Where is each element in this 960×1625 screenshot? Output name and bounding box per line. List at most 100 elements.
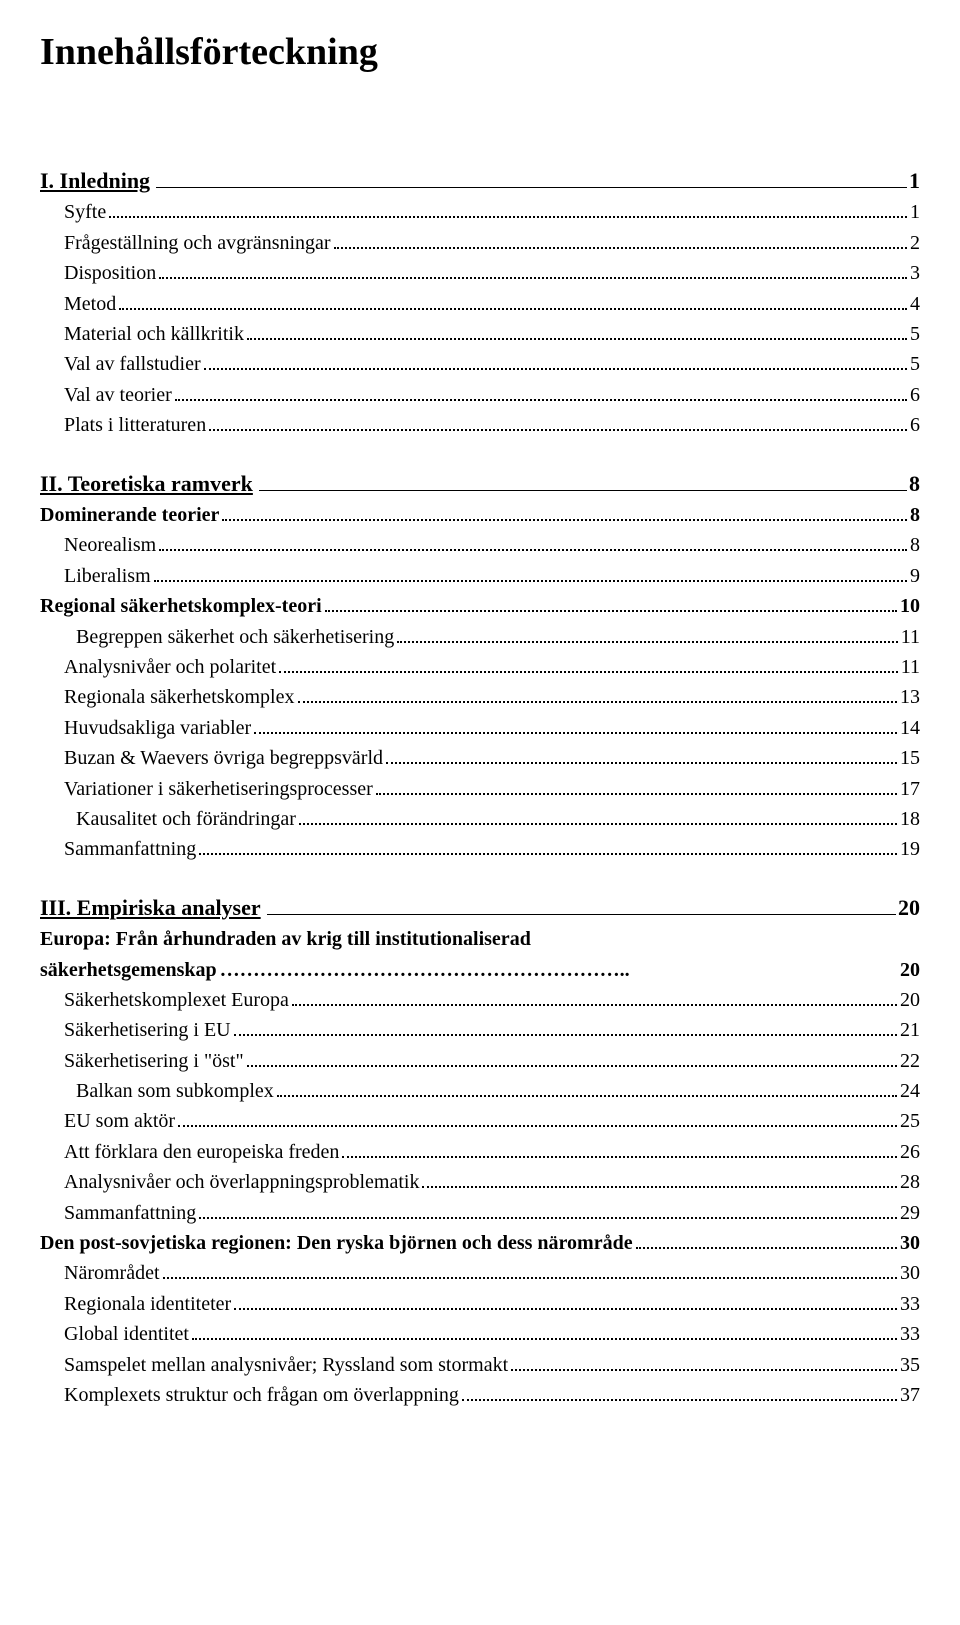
toc-entry: Frågeställning och avgränsningar2 [40,228,920,258]
toc-entry-label: Regionala säkerhetskomplex [64,682,295,712]
toc-entry-page: 18 [900,804,920,834]
toc-entry-page: 29 [900,1198,920,1228]
heading-underline [267,896,896,915]
section-heading: II. Teoretiska ramverk8 [40,467,920,500]
toc-dots [159,533,907,551]
toc-entry-page: 5 [910,349,920,379]
toc-dots [222,503,907,521]
toc-entry-label: Regional säkerhetskomplex-teori [40,591,322,621]
toc-entry-page: 19 [900,834,920,864]
toc-entry-label: Buzan & Waevers övriga begreppsvärld [64,743,383,773]
toc-entry-page: 20 [900,955,920,985]
toc-entry: Material och källkritik5 [40,319,920,349]
toc-dots [292,988,897,1006]
toc-entry: Sammanfattning19 [40,834,920,864]
toc-entry-label: Metod [64,289,116,319]
toc-entry-label: Val av teorier [64,380,172,410]
toc-dots [298,685,898,703]
toc-entry-label: Regionala identiteter [64,1289,231,1319]
toc-entry-page: 8 [910,530,920,560]
table-of-contents: I. Inledning 1Syfte 1 Frågeställning och av… [40,164,920,1410]
toc-entry-page: 26 [900,1137,920,1167]
section-heading: I. Inledning 1 [40,164,920,197]
toc-entry-page: 25 [900,1106,920,1136]
toc-entry-label: Sammanfattning [64,1198,196,1228]
toc-entry-label: Syfte [64,197,106,227]
section-heading-label: I. Inledning [40,164,150,197]
toc-entry-page: 11 [901,652,920,682]
toc-dots [209,413,907,431]
toc-entry: Den post-sovjetiska regionen: Den ryska … [40,1228,920,1258]
toc-entry-page: 11 [901,622,920,652]
toc-entry-page: 30 [900,1258,920,1288]
toc-entry-label: EU som aktör [64,1106,175,1136]
toc-entry: Val av fallstudier 5 [40,349,920,379]
toc-entry-page: 28 [900,1167,920,1197]
toc-entry: Analysnivåer och överlappningsproblemati… [40,1167,920,1197]
toc-entry-label: Plats i litteraturen [64,410,206,440]
toc-dots [192,1322,897,1340]
toc-entry-page: 20 [900,985,920,1015]
toc-entry-label: Dominerande teorier [40,500,219,530]
toc-dots [325,594,897,612]
toc-entry: Huvudsakliga variabler14 [40,713,920,743]
toc-dots [175,383,907,401]
toc-entry-label: Balkan som subkomplex [76,1076,274,1106]
heading-underline [259,472,907,491]
toc-dots-literal: …………………………………………………….. [220,955,897,985]
toc-entry-label: Säkerhetskomplexet Europa [64,985,289,1015]
toc-entry: Liberalism 9 [40,561,920,591]
toc-entry-page: 4 [910,289,920,319]
page-title: Innehållsförteckning [40,30,920,74]
toc-dots [119,292,907,310]
toc-entry: EU som aktör 25 [40,1106,920,1136]
toc-entry: Dominerande teorier 8 [40,500,920,530]
toc-entry-label: Närområdet [64,1258,160,1288]
toc-dots [279,655,898,673]
toc-dots [247,1049,897,1067]
toc-entry: Balkan som subkomplex24 [40,1076,920,1106]
toc-entry-page: 8 [910,500,920,530]
toc-dots [254,716,897,734]
toc-dots [422,1170,897,1188]
toc-dots [386,746,897,764]
toc-entry-label: Samspelet mellan analysnivåer; Ryssland … [64,1350,508,1380]
toc-entry-label: säkerhetsgemenskap [40,955,217,985]
toc-dots [163,1261,897,1279]
toc-entry-page: 14 [900,713,920,743]
toc-dots [234,1292,897,1310]
section-heading: III. Empiriska analyser20 [40,891,920,924]
toc-entry-page: 33 [900,1319,920,1349]
toc-entry-page: 9 [910,561,920,591]
toc-entry-page: 35 [900,1350,920,1380]
section-heading-label: III. Empiriska analyser [40,891,261,924]
toc-entry-label: Att förklara den europeiska freden [64,1137,339,1167]
toc-entry-label: Val av fallstudier [64,349,201,379]
toc-entry: säkerhetsgemenskap……………………………………………………..… [40,955,920,985]
toc-entry-page: 22 [900,1046,920,1076]
toc-entry-label: Kausalitet och förändringar [76,804,296,834]
toc-entry: Buzan & Waevers övriga begreppsvärld15 [40,743,920,773]
toc-entry-label: Analysnivåer och polaritet [64,652,276,682]
toc-entry: Närområdet 30 [40,1258,920,1288]
toc-entry: Sammanfattning 29 [40,1198,920,1228]
toc-dots [462,1383,897,1401]
section-heading-page: 1 [909,164,920,197]
toc-entry-label: Liberalism [64,561,151,591]
toc-entry: Regionala identiteter 33 [40,1289,920,1319]
toc-entry-label: Säkerhetisering i "öst" [64,1046,244,1076]
section-heading-label: II. Teoretiska ramverk [40,467,253,500]
toc-entry: Säkerhetisering i "öst" 22 [40,1046,920,1076]
toc-entry-label: Global identitet [64,1319,189,1349]
toc-entry-page: 13 [900,682,920,712]
toc-entry: Att förklara den europeiska freden 26 [40,1137,920,1167]
toc-entry: Val av teorier6 [40,380,920,410]
toc-entry-label: Variationer i säkerhetiseringsprocesser [64,774,373,804]
toc-entry: Variationer i säkerhetiseringsprocesser1… [40,774,920,804]
toc-entry: Regionala säkerhetskomplex 13 [40,682,920,712]
toc-dots [511,1353,897,1371]
toc-entry-page: 33 [900,1289,920,1319]
toc-dots [636,1231,897,1249]
toc-dots [178,1109,897,1127]
toc-entry: Säkerhetskomplexet Europa 20 [40,985,920,1015]
